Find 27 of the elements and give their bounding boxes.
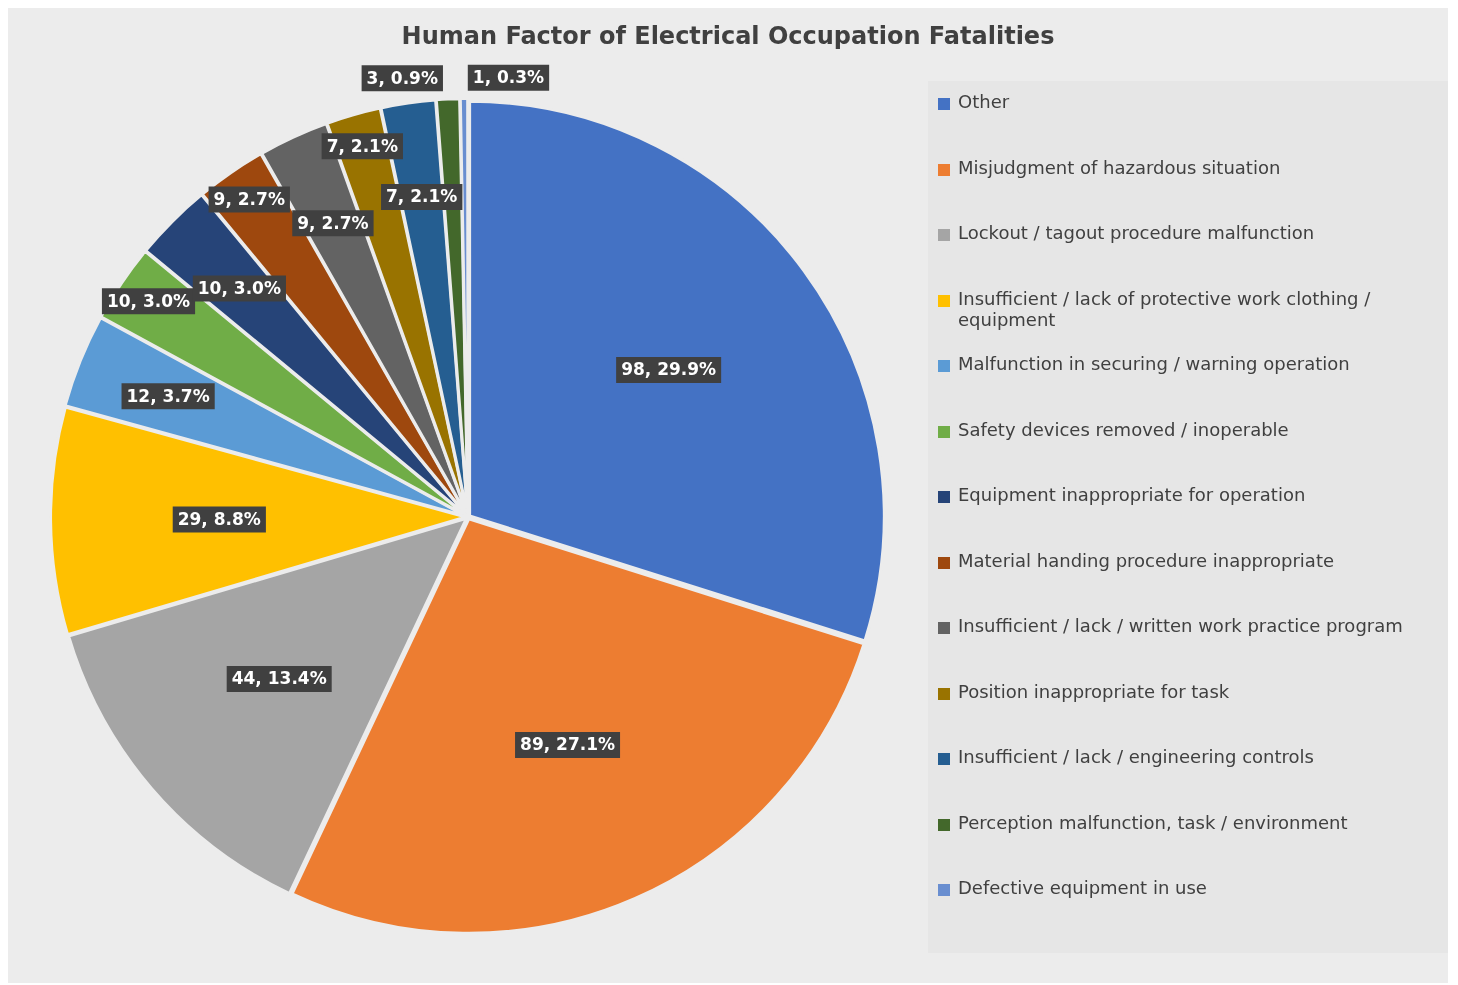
- data-label: 9, 2.7%: [297, 212, 369, 233]
- data-label: 89, 27.1%: [520, 734, 616, 755]
- legend-label: Defective equipment in use: [958, 877, 1207, 899]
- legend-label: Malfunction in securing / warning operation: [958, 353, 1350, 375]
- data-label: 44, 13.4%: [231, 668, 327, 689]
- legend-label: Insufficient / lack / written work practice program: [958, 615, 1403, 637]
- data-label: 98, 29.9%: [621, 359, 717, 380]
- data-label: 29, 8.8%: [177, 508, 261, 529]
- legend-label: Lockout / tagout procedure malfunction: [958, 222, 1315, 244]
- data-label: 7, 2.1%: [326, 135, 398, 156]
- data-label: 1, 0.3%: [472, 67, 545, 88]
- legend-label: Position inappropriate for task: [958, 680, 1230, 702]
- data-label: 10, 3.0%: [197, 277, 281, 298]
- legend-label: Other: [958, 91, 1010, 113]
- legend-label: Misjudgment of hazardous situation: [958, 156, 1281, 178]
- data-label: 12, 3.7%: [126, 385, 210, 406]
- legend-label: Material handing procedure inappropriate: [958, 549, 1335, 571]
- legend-label: Equipment inappropriate for operation: [958, 484, 1306, 506]
- chart-title: Human Factor of Electrical Occupation Fatalities: [400, 21, 1056, 52]
- data-label: 7, 2.1%: [386, 186, 458, 207]
- legend-label: Safety devices removed / inoperable: [958, 418, 1289, 440]
- data-label: 9, 2.7%: [213, 189, 285, 210]
- data-label: 3, 0.9%: [366, 67, 438, 88]
- legend-label: Insufficient / lack of protective work clothing / equipment: [958, 287, 1372, 330]
- legend-label: Insufficient / lack / engineering controls: [958, 746, 1314, 768]
- legend-label: Perception malfunction, task / environment: [958, 811, 1348, 833]
- data-label: 10, 3.0%: [106, 290, 191, 311]
